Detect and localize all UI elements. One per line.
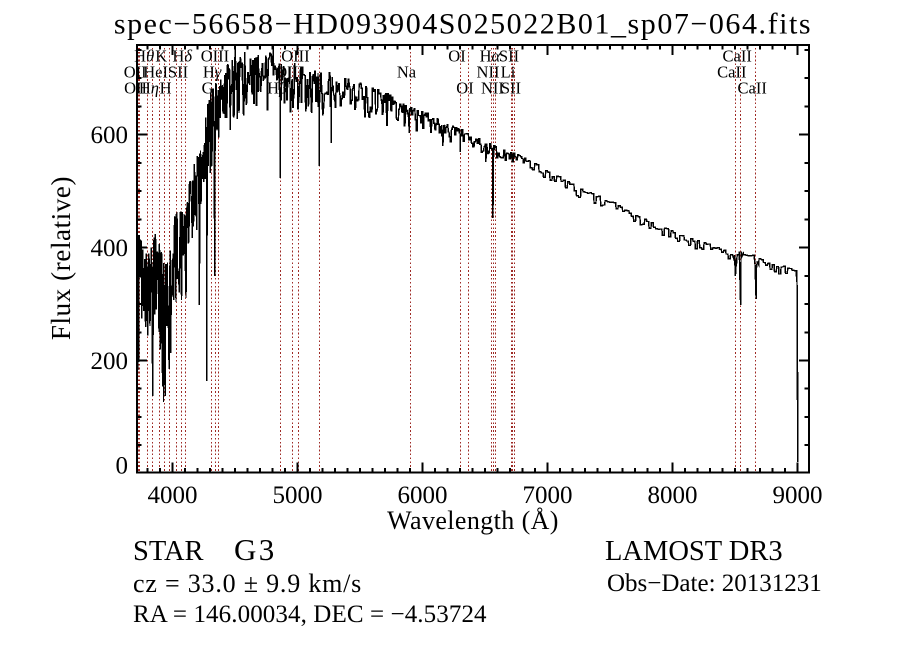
svg-text:SII: SII xyxy=(499,47,519,66)
svg-text:K: K xyxy=(155,47,167,66)
svg-text:4000: 4000 xyxy=(148,482,198,509)
svg-text:Hα: Hα xyxy=(480,47,501,66)
svg-text:9000: 9000 xyxy=(773,482,823,509)
svg-text:200: 200 xyxy=(91,348,129,375)
svg-text:600: 600 xyxy=(91,122,129,149)
svg-text:HeI: HeI xyxy=(143,63,168,82)
svg-text:NII: NII xyxy=(481,79,504,98)
svg-text:CaII: CaII xyxy=(717,63,746,82)
svg-text:OIII: OIII xyxy=(201,47,229,66)
svg-text:400: 400 xyxy=(91,235,129,262)
svg-text:SII: SII xyxy=(168,63,188,82)
svg-text:OII: OII xyxy=(124,79,147,98)
svg-text:Na: Na xyxy=(397,63,417,82)
svg-text:OIII: OIII xyxy=(281,47,309,66)
svg-text:Wavelength (Å): Wavelength (Å) xyxy=(387,506,559,535)
svg-text:OIII: OIII xyxy=(275,63,303,82)
svg-text:5000: 5000 xyxy=(273,482,323,509)
svg-text:Hθ: Hθ xyxy=(134,47,154,66)
svg-text:0: 0 xyxy=(116,452,129,479)
svg-text:Hδ: Hδ xyxy=(172,47,192,66)
svg-text:RA = 146.00034, DEC = −4.5372: RA = 146.00034, DEC = −4.53724 xyxy=(133,601,487,628)
svg-text:Flux (relative): Flux (relative) xyxy=(46,176,76,340)
svg-text:Hγ: Hγ xyxy=(203,63,222,82)
svg-text:OI: OI xyxy=(448,47,465,66)
svg-text:H: H xyxy=(160,79,172,98)
svg-text:Li: Li xyxy=(501,63,516,82)
svg-text:cz = 33.0 ± 9.9 km/s: cz = 33.0 ± 9.9 km/s xyxy=(133,569,362,598)
svg-text:G3: G3 xyxy=(234,532,277,567)
svg-text:OII: OII xyxy=(124,63,147,82)
svg-text:7000: 7000 xyxy=(523,482,573,509)
svg-text:G: G xyxy=(202,79,214,98)
svg-text:LAMOST DR3: LAMOST DR3 xyxy=(605,536,783,567)
svg-text:OI: OI xyxy=(456,79,473,98)
svg-text:CaII: CaII xyxy=(738,79,767,98)
svg-text:SII: SII xyxy=(501,79,521,98)
svg-text:Hβ: Hβ xyxy=(267,79,288,98)
svg-text:STAR: STAR xyxy=(133,536,204,567)
svg-text:spec−56658−HD093904S025022B01_: spec−56658−HD093904S025022B01_sp07−064.f… xyxy=(114,8,812,41)
svg-text:Obs−Date: 20131231: Obs−Date: 20131231 xyxy=(607,570,822,597)
svg-text:NII: NII xyxy=(477,63,500,82)
svg-text:Hη: Hη xyxy=(139,79,159,98)
svg-text:CaII: CaII xyxy=(723,47,752,66)
svg-text:6000: 6000 xyxy=(398,482,448,509)
svg-text:8000: 8000 xyxy=(648,482,698,509)
